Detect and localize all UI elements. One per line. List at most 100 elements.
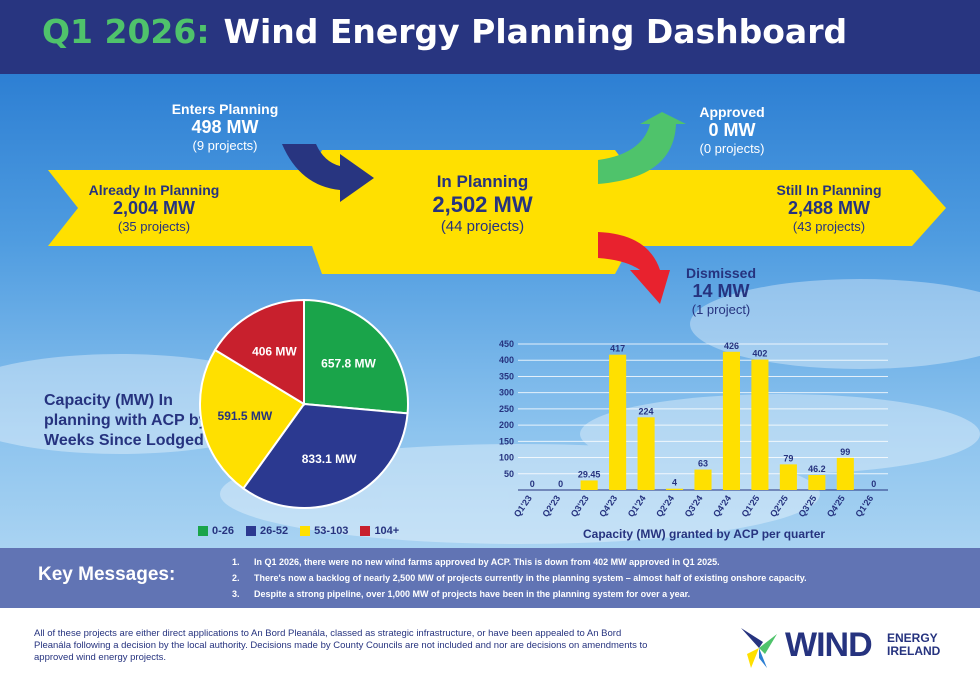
x-tick-label: Q1'25 [740, 493, 762, 519]
key-messages-list: 1. In Q1 2026, there were no new wind far… [232, 554, 807, 602]
pie-slice-label: 833.1 MW [302, 452, 357, 466]
bar [694, 469, 712, 490]
logo-line-1: ENERGY [887, 631, 938, 645]
bar [836, 457, 854, 490]
approved-curve [598, 112, 686, 184]
in-planning-value: 2,502 MW [432, 192, 533, 217]
already-count: (35 projects) [117, 219, 191, 234]
bar [580, 480, 598, 490]
pie-legend: 0-26 26-52 53-103 104+ [198, 525, 399, 537]
dismissed: Dismissed 14 MW (1 project) [674, 265, 768, 317]
already-in-planning: Already In Planning 2,004 MW (35 project… [80, 182, 228, 234]
x-tick-label: Q1'24 [626, 493, 648, 519]
x-tick-label: Q1'26 [853, 493, 875, 519]
legend-label: 104+ [374, 525, 400, 537]
enters-planning: Enters Planning 498 MW (9 projects) [160, 101, 290, 153]
bar-chart-caption: Capacity (MW) granted by ACP per quarter [583, 527, 826, 541]
bar-data-label: 402 [752, 349, 767, 359]
x-tick-label: Q3'25 [796, 493, 818, 519]
pie-slice-26-52 [241, 402, 409, 509]
header-bar: Q1 2026: Wind Energy Planning Dashboard [0, 0, 980, 74]
y-tick-label: 100 [499, 453, 514, 463]
list-item-number: 2. [232, 573, 240, 583]
list-item: 1. In Q1 2026, there were no new wind far… [232, 554, 807, 570]
already-label: Already In Planning [88, 182, 220, 198]
y-tick-label: 150 [499, 436, 514, 446]
bar-data-label: 63 [698, 459, 708, 469]
bar-data-label: 224 [639, 406, 654, 416]
list-item-number: 3. [232, 589, 240, 599]
bar-data-label: 46.2 [808, 464, 826, 474]
pie-slice-0-26 [303, 298, 409, 415]
pie-slice-104+ [213, 298, 305, 406]
flow-arrow [48, 150, 946, 274]
pie-slice-label: 591.5 MW [218, 409, 273, 423]
wind-energy-ireland-logo: WIND ENERGY IRELAND [735, 622, 955, 672]
bar-data-label: 0 [530, 479, 535, 489]
legend-item: 0-26 [198, 525, 234, 537]
x-tick-label: Q4'25 [825, 493, 847, 519]
list-item-text: In Q1 2026, there were no new wind farms… [254, 557, 720, 567]
x-tick-label: Q2'24 [654, 493, 676, 519]
still-value: 2,488 MW [787, 198, 871, 218]
logo-word: WIND [785, 626, 873, 664]
bar [722, 351, 740, 490]
legend-item: 104+ [360, 525, 399, 537]
list-item-number: 1. [232, 557, 240, 567]
y-tick-label: 350 [499, 371, 514, 381]
approved-value: 0 MW [708, 120, 756, 140]
still-in-planning: Still In Planning 2,488 MW (43 projects) [764, 182, 894, 234]
pie-chart-title: Capacity (MW) In planning with ACP by We… [44, 392, 208, 449]
approved: Approved 0 MW (0 projects) [676, 104, 788, 156]
pie-slice-label: 406 MW [252, 344, 297, 358]
bar-data-label: 79 [783, 453, 793, 463]
bar-data-label: 0 [558, 479, 563, 489]
x-tick-label: Q1'23 [512, 493, 534, 519]
quarter-label: Q1 2026: [42, 12, 210, 51]
x-tick-label: Q4'24 [711, 493, 733, 519]
bar-data-label: 4 [672, 478, 677, 488]
bar-data-label: 417 [610, 344, 625, 354]
pie-slice-53-103 [199, 348, 306, 490]
x-tick-label: Q3'24 [683, 493, 705, 519]
enters-curve [282, 144, 374, 202]
already-value: 2,004 MW [112, 198, 196, 218]
legend-label: 0-26 [212, 525, 235, 537]
key-messages-heading: Key Messages: [38, 564, 176, 585]
still-label: Still In Planning [776, 182, 882, 198]
x-tick-label: Q4'23 [597, 493, 619, 519]
bar [808, 475, 826, 490]
bar-data-label: 99 [840, 447, 850, 457]
list-item-text: There's now a backlog of nearly 2,500 MW… [254, 573, 807, 583]
list-item: 2. There's now a backlog of nearly 2,500 … [232, 570, 807, 586]
in-planning-label: In Planning [436, 172, 529, 191]
approved-count: (0 projects) [699, 141, 765, 156]
bar-chart: 50 100 150 200 250 300 350 400 450 0 Q1'23 0 Q2'23 29… [499, 339, 888, 519]
page-title: Q1 2026: Wind Energy Planning Dashboard [42, 12, 847, 51]
legend-item: 53-103 [300, 525, 348, 537]
in-planning: In Planning 2,502 MW (44 projects) [400, 172, 565, 235]
x-tick-label: Q2'25 [768, 493, 790, 519]
y-tick-label: 400 [499, 355, 514, 365]
y-tick-label: 450 [499, 339, 514, 349]
legend-swatch [300, 526, 311, 536]
dismissed-count: (1 project) [691, 302, 751, 317]
in-planning-count: (44 projects) [440, 218, 525, 235]
dismissed-value: 14 MW [692, 281, 750, 301]
legend-swatch [246, 526, 257, 536]
flow-section: Enters Planning 498 MW (9 projects) Alre… [0, 74, 980, 548]
bar [666, 488, 684, 490]
enters-count: (9 projects) [192, 138, 258, 153]
legend-label: 53-103 [314, 525, 349, 537]
y-tick-label: 250 [499, 404, 514, 414]
bar [779, 464, 797, 490]
approved-label: Approved [699, 104, 765, 120]
key-messages-panel: Key Messages: 1. In Q1 2026, there were n… [0, 548, 980, 608]
bar [637, 417, 655, 490]
pie-chart: 657.8 MW 833.1 MW 591.5 MW 406 MW [199, 298, 409, 509]
dismissed-label: Dismissed [685, 265, 757, 281]
pie-slice-label: 657.8 MW [321, 356, 376, 370]
legend-swatch [198, 526, 208, 536]
legend-swatch [360, 526, 371, 536]
logo-line-2: IRELAND [887, 644, 941, 658]
